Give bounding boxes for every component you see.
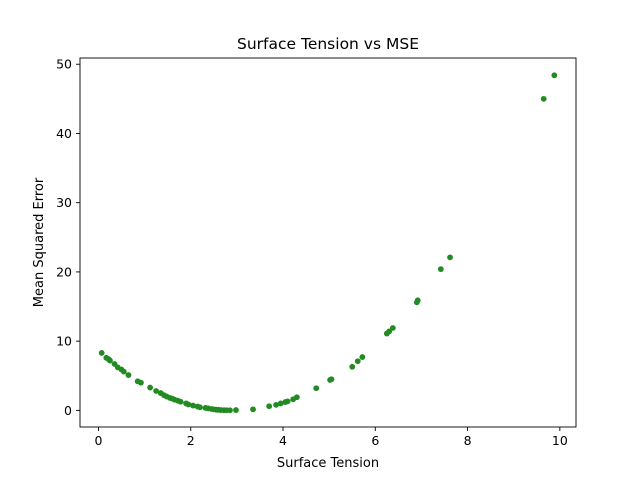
y-tick-label: 0 [64, 403, 72, 418]
data-point [227, 407, 233, 414]
y-tick-label: 50 [56, 57, 72, 72]
x-tick-label: 8 [464, 433, 472, 448]
data-point [293, 394, 300, 401]
data-point [120, 368, 127, 375]
data-point [197, 404, 203, 411]
data-point [551, 72, 558, 79]
x-tick-label: 6 [371, 433, 379, 448]
data-point [153, 388, 160, 394]
axes-frame [79, 57, 577, 428]
data-point [414, 297, 421, 304]
data-point [437, 266, 444, 273]
x-tick-label: 2 [187, 433, 195, 448]
data-points [98, 72, 558, 414]
data-point [190, 402, 196, 409]
data-point [386, 328, 393, 335]
data-point [177, 398, 184, 405]
data-point [389, 325, 396, 331]
y-tick-label: 20 [56, 264, 72, 279]
data-point [313, 385, 320, 392]
x-tick-label: 0 [94, 433, 102, 448]
data-point [250, 406, 256, 413]
data-point [98, 350, 105, 356]
data-point [447, 254, 453, 261]
data-point [125, 372, 132, 378]
data-point [284, 398, 291, 405]
x-axis-ticks: 0 2 4 6 8 10 [94, 427, 568, 448]
y-tick-label: 10 [56, 334, 72, 349]
x-axis-label: Surface Tension [277, 456, 379, 471]
data-point [540, 95, 547, 102]
data-point [277, 400, 284, 407]
data-point [185, 401, 192, 408]
data-point [359, 354, 366, 360]
x-tick-label: 10 [552, 433, 568, 448]
data-point [266, 403, 273, 410]
y-axis-ticks: 0 10 20 30 40 50 [56, 57, 80, 418]
data-point [273, 401, 279, 408]
data-point [354, 358, 361, 365]
chart-title: Surface Tension vs MSE [237, 35, 419, 53]
data-point [107, 357, 113, 364]
data-point [138, 379, 144, 386]
y-tick-label: 40 [56, 126, 72, 141]
data-point [233, 407, 239, 413]
y-tick-label: 30 [56, 195, 72, 210]
y-axis-label: Mean Squared Error [32, 177, 47, 307]
data-point [147, 384, 154, 391]
data-point [349, 363, 356, 370]
x-tick-label: 4 [279, 433, 287, 448]
data-point [328, 376, 335, 383]
